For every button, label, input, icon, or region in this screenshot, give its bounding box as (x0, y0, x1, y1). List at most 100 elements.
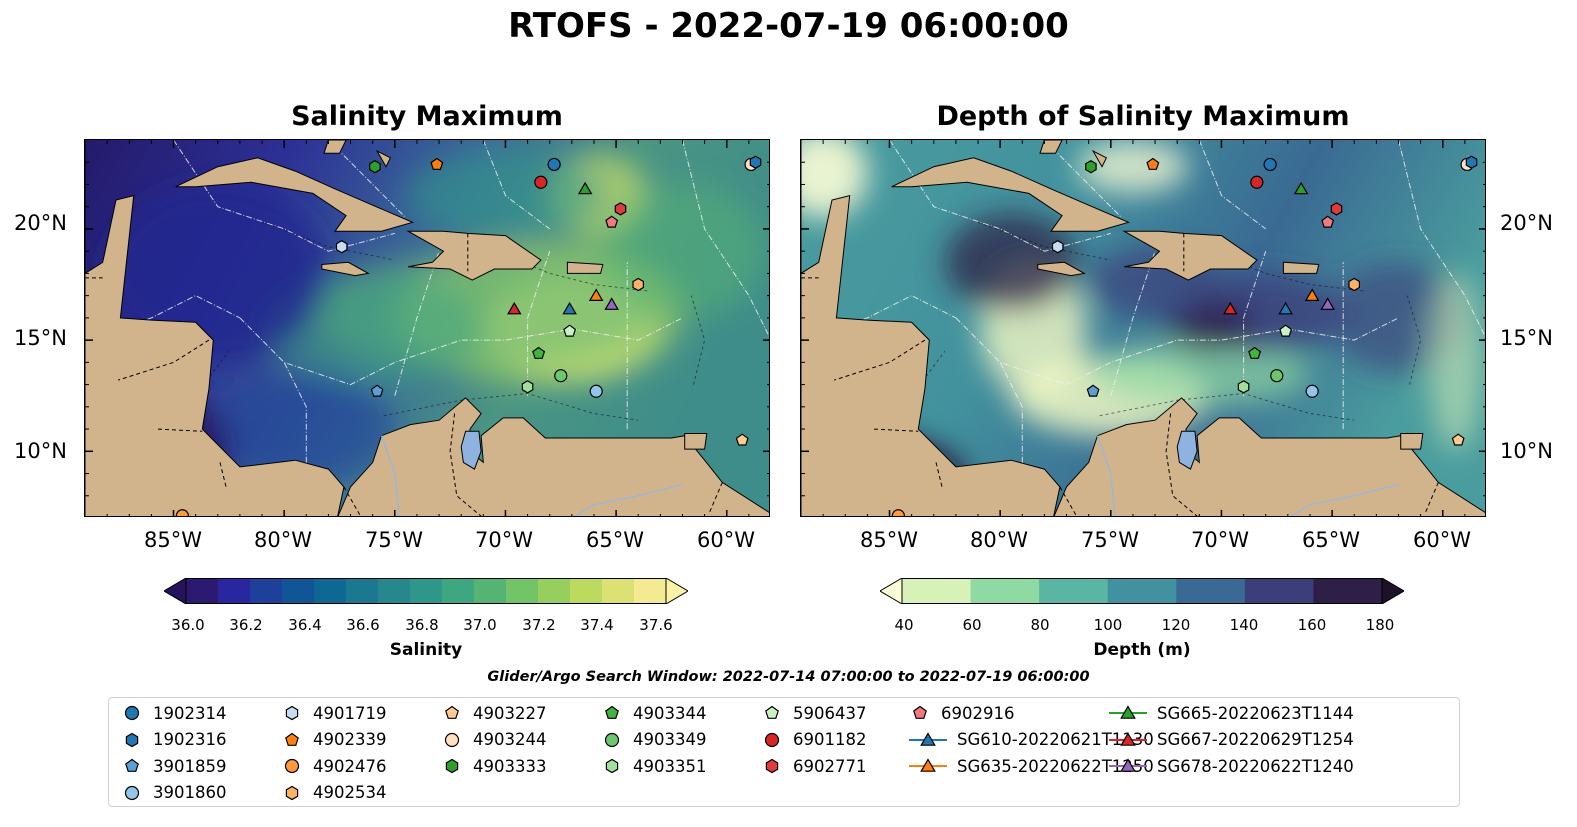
marker-SG665-20220623T1144[interactable] (1293, 181, 1309, 195)
legend-entry-4902339: 4902339 (281, 728, 387, 752)
marker-6902771[interactable] (1330, 202, 1343, 216)
landmass-bahamas1 (323, 140, 347, 154)
landmass-trinidad (684, 433, 708, 450)
salinity-tick: 37.2 (522, 616, 556, 634)
marker-1902314[interactable] (547, 157, 561, 172)
x-tick-left-65w: 65°W (586, 528, 644, 552)
marker-3901859[interactable] (1086, 384, 1100, 397)
marker-SG678-20220622T1240[interactable] (604, 297, 619, 310)
marker-SG610-20220621T1130[interactable] (1278, 301, 1293, 315)
colorbar-under-extend (163, 577, 187, 605)
marker-3901860[interactable] (589, 384, 603, 398)
marker-4903351[interactable] (521, 380, 534, 394)
marker-4902534[interactable] (1348, 277, 1361, 292)
legend-symbol (125, 758, 139, 772)
marker-1902314[interactable] (1263, 157, 1277, 172)
marker-6902771[interactable] (614, 202, 627, 216)
marker-1902316[interactable] (1465, 155, 1478, 169)
marker-6901182[interactable] (534, 175, 548, 189)
legend-label: 6902916 (941, 703, 1015, 723)
legend-symbol (909, 731, 947, 746)
marker-3901859[interactable] (370, 384, 384, 397)
marker-6901182[interactable] (1250, 175, 1264, 189)
legend-entry-SG667-20220629T1254: SG667-20220629T1254 (1109, 728, 1354, 752)
legend-symbol (284, 758, 300, 774)
marker-SG665-20220623T1144[interactable] (577, 181, 593, 195)
legend-entry-3901859: 3901859 (121, 754, 227, 778)
x-tick-right-65w: 65°W (1302, 528, 1360, 552)
marker-SG635-20220622T1250[interactable] (1304, 288, 1320, 301)
marker-4902339[interactable] (430, 157, 444, 170)
colorbar-bin (314, 578, 347, 604)
marker-4903349[interactable] (1270, 369, 1284, 383)
legend-symbol (125, 732, 139, 747)
landmass-puertorico (566, 261, 604, 274)
y-tick-right-10n: 10°N (1500, 439, 1553, 463)
landmass-hispaniola (406, 230, 542, 281)
marker-SG635-20220622T1250[interactable] (588, 288, 604, 301)
salinity-max-map[interactable] (84, 139, 770, 517)
y-tick-left-20n: 20°N (14, 211, 67, 235)
salinity-tick: 36.6 (346, 616, 380, 634)
marker-4902339[interactable] (1146, 157, 1160, 170)
colorbar-bin (1313, 578, 1383, 604)
marker-4903227[interactable] (735, 433, 749, 446)
marker-3901860[interactable] (1305, 384, 1319, 398)
marker-4903344[interactable] (1248, 346, 1262, 359)
legend-entry-SG665-20220623T1144: SG665-20220623T1144 (1109, 701, 1354, 725)
marker-5906437[interactable] (563, 324, 577, 337)
legend-symbol (124, 785, 140, 800)
salinity-tick: 36.0 (171, 616, 205, 634)
legend-label: SG667-20220629T1254 (1157, 730, 1354, 749)
marker-1902316[interactable] (749, 155, 762, 169)
legend-label: 6902771 (793, 756, 867, 776)
marker-4903349[interactable] (554, 369, 568, 383)
depth-salinity-max-map[interactable] (800, 139, 1486, 517)
marker-5906437[interactable] (1279, 324, 1293, 337)
marker-4903351[interactable] (1237, 380, 1250, 394)
marker-4903344[interactable] (532, 346, 546, 359)
y-tick-right-15n: 15°N (1500, 326, 1553, 350)
colorbar-bin (282, 578, 315, 604)
marker-SG667-20220629T1254[interactable] (507, 301, 522, 315)
marker-4902476[interactable] (891, 509, 905, 517)
legend-entry-6901182: 6901182 (761, 728, 867, 752)
marker-6902916[interactable] (1321, 215, 1335, 228)
colorbar-bin (474, 578, 507, 604)
salinity-tick: 36.8 (405, 616, 439, 634)
marker-4901719[interactable] (335, 240, 348, 254)
legend-entry-6902771: 6902771 (761, 754, 867, 778)
legend-symbol (605, 705, 619, 719)
landmass-bahamas2 (375, 149, 392, 168)
marker-6902916[interactable] (605, 215, 619, 228)
marker-4901719[interactable] (1051, 240, 1064, 254)
marker-4902476[interactable] (175, 509, 189, 517)
depth-salinity-max-title: Depth of Salinity Maximum (936, 101, 1350, 132)
x-tick-left-70w: 70°W (475, 528, 533, 552)
lake-maracaibo (460, 430, 482, 470)
marker-4903333[interactable] (369, 160, 381, 174)
landmass-bahamas2 (1091, 149, 1108, 168)
marker-SG667-20220629T1254[interactable] (1223, 301, 1238, 315)
colorbar-bin (902, 578, 972, 604)
legend-label: 1902316 (153, 730, 227, 749)
legend-entry-4903333: 4903333 (441, 754, 547, 778)
marker-4903333[interactable] (1085, 160, 1097, 174)
salinity-tick: 37.6 (639, 616, 673, 634)
x-tick-left-80w: 80°W (254, 528, 312, 552)
depth-tick: 100 (1093, 616, 1123, 634)
marker-4903227[interactable] (1451, 433, 1465, 446)
depth-tick: 140 (1229, 616, 1259, 634)
landmass-southamerica (1053, 397, 1485, 516)
landmass-trinidad (1400, 433, 1424, 450)
colorbar-bin (186, 578, 219, 604)
legend-label: 4903227 (473, 703, 547, 723)
marker-4902534[interactable] (632, 277, 645, 292)
marker-SG610-20220621T1130[interactable] (562, 301, 577, 315)
y-tick-left-15n: 15°N (14, 326, 67, 350)
colorbar-bin (1244, 578, 1314, 604)
marker-SG678-20220622T1240[interactable] (1320, 297, 1335, 310)
legend-label: 3901859 (153, 756, 227, 776)
x-tick-left-75w: 75°W (365, 528, 423, 552)
legend-label: 4901719 (313, 703, 387, 723)
